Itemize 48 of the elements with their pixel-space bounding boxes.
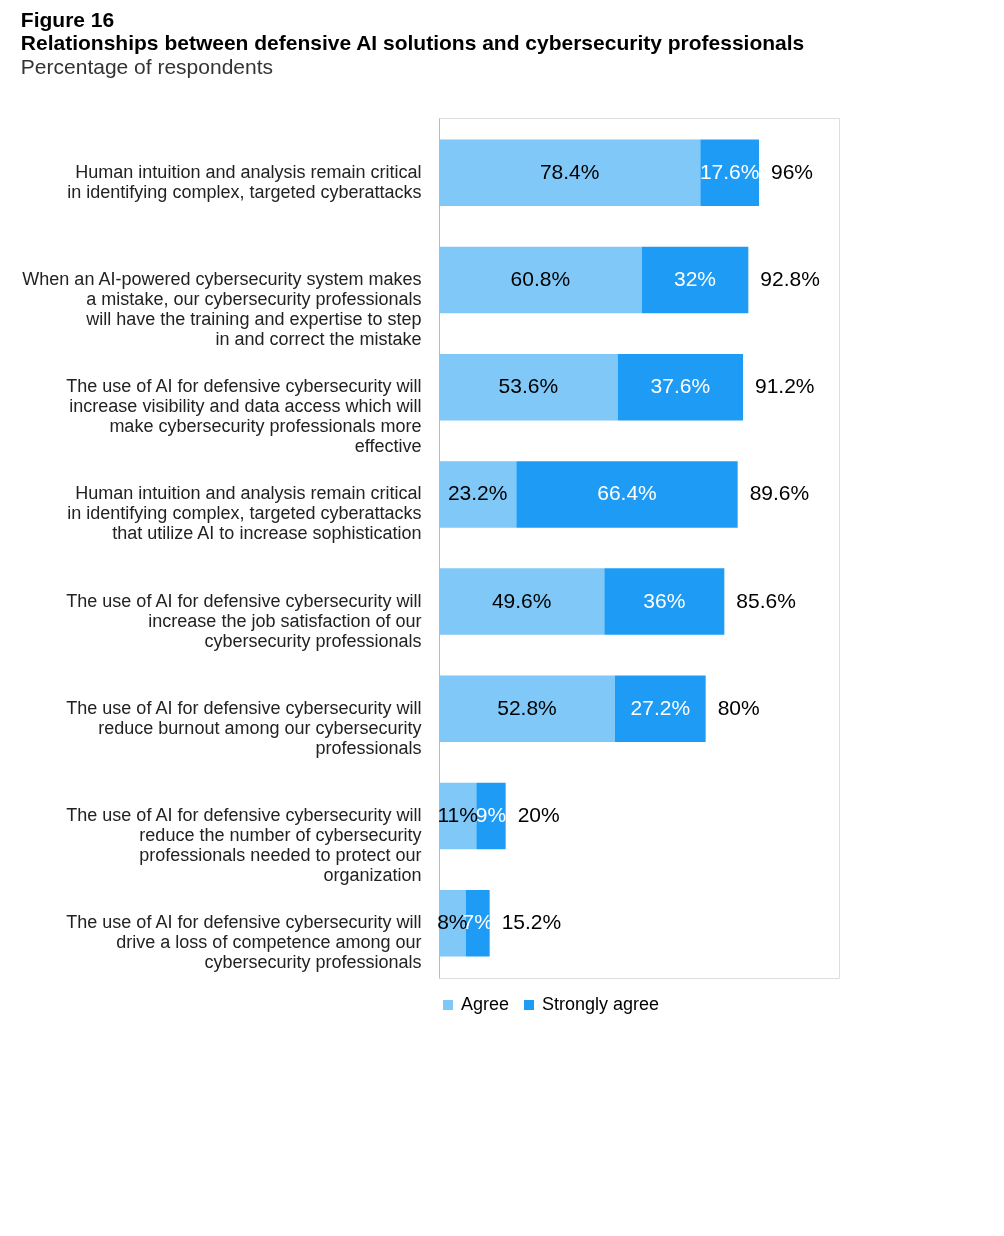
- bar: [439, 353, 618, 421]
- bar: [615, 675, 706, 743]
- text: Percentage of respondents: [20, 55, 274, 78]
- total-label: 80%: [717, 695, 760, 719]
- bar: [516, 461, 738, 528]
- y-tick-label: When an AI-powered cybersecurity system makes a mistake, our cybersecurity professionals will have the training and expertise to step in and correct the mistake: [22, 268, 422, 349]
- data-label: 36%: [643, 588, 686, 612]
- data-label: 52.8%: [497, 695, 557, 719]
- bar: [604, 568, 725, 635]
- data-label: 53.6%: [498, 374, 559, 398]
- data-label: 66.4%: [597, 481, 657, 505]
- data-label: 9%: [475, 803, 507, 827]
- bar: [617, 353, 743, 421]
- total-label: 91.2%: [755, 374, 815, 398]
- y-tick-label: The use of AI for defensive cybersecurity will reduce burnout among our cybersecurity professionals: [66, 697, 422, 758]
- data-label: 78.4%: [539, 159, 600, 183]
- data-label: 49.6%: [491, 588, 552, 612]
- bar: [439, 461, 517, 528]
- bar: [439, 139, 701, 206]
- data-label: 27.2%: [630, 695, 691, 719]
- bar: [700, 139, 759, 206]
- y-tick-label: The use of AI for defensive cybersecurity will increase the job satisfaction of our cybersecurity professionals: [66, 590, 422, 651]
- chart-title: Relationships between defensive AI solutions and cybersecurity professionals: [20, 31, 805, 54]
- bar: [439, 568, 605, 635]
- data-label: 37.6%: [650, 374, 711, 398]
- legend-label: Strongly agree: [542, 994, 660, 1014]
- data-label: 23.2%: [447, 481, 508, 505]
- caption: Figure 16: [20, 8, 115, 31]
- total-label: 85.6%: [736, 588, 796, 612]
- data-label: 11%: [437, 803, 478, 827]
- bar: [641, 246, 749, 314]
- total-label: 89.6%: [749, 481, 810, 505]
- y-tick-label: The use of AI for defensive cybersecurity will increase visibility and data access which will make cybersecurity professionals more effective: [66, 376, 422, 457]
- bar: [465, 890, 490, 957]
- total-label: 96%: [771, 159, 814, 183]
- total-label: 20%: [517, 803, 560, 827]
- data-label: 60.8%: [510, 266, 571, 290]
- y-tick-label: Human intuition and analysis remain critical in identifying complex, targeted cyberattacks: [67, 161, 422, 202]
- total-label: 15.2%: [501, 910, 562, 934]
- total-label: 92.8%: [760, 266, 820, 290]
- y-tick-label: The use of AI for defensive cybersecurity will reduce the number of cybersecurity professionals needed to protect our organization: [66, 805, 422, 886]
- data-label: 32%: [673, 266, 717, 290]
- y-tick-label: Human intuition and analysis remain critical in identifying complex, targeted cyberattacks that utilize AI to increase sophistication: [67, 483, 422, 544]
- bar: [439, 675, 615, 743]
- bar: [439, 246, 642, 314]
- data-label: 17.6%: [699, 159, 760, 183]
- y-tick-label: The use of AI for defensive cybersecurity will drive a loss of competence among our cybersecurity professionals: [66, 912, 422, 973]
- legend-label: Agree: [461, 994, 510, 1014]
